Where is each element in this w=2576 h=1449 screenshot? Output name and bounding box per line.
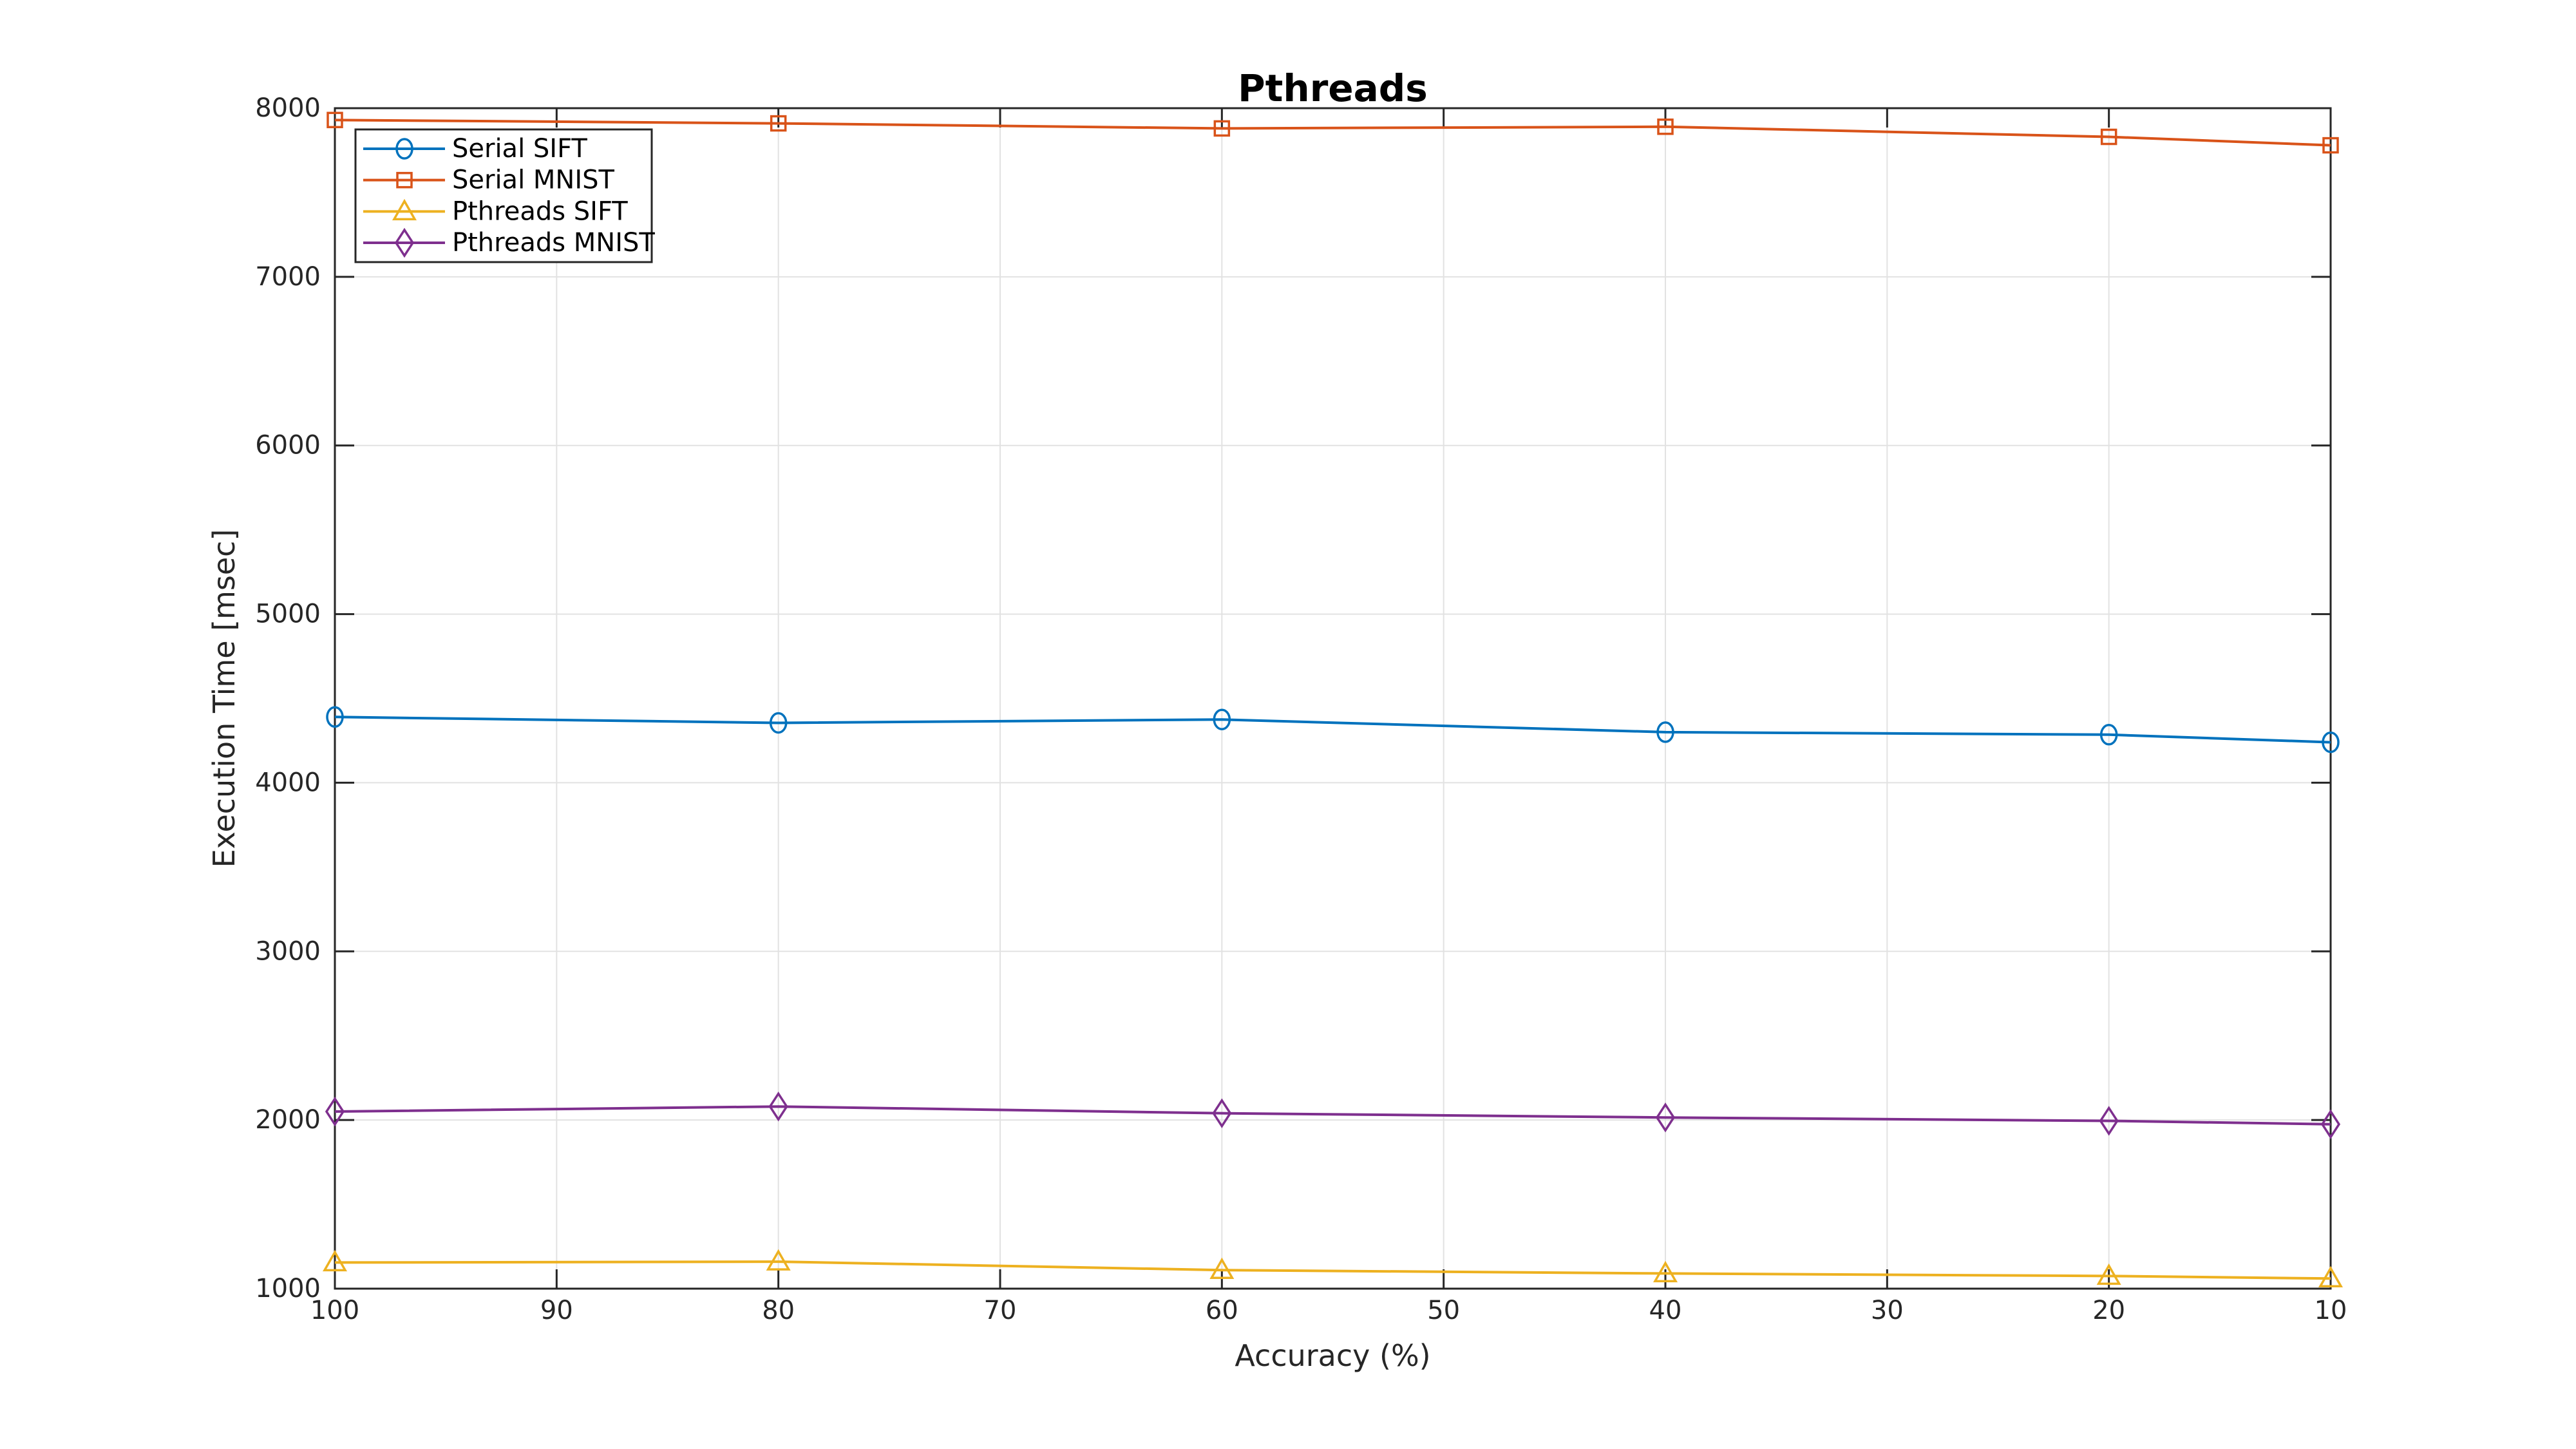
series-pthreads-sift <box>322 1249 2344 1288</box>
axes-box <box>334 107 2332 1290</box>
chart-title: Pthreads <box>1238 66 1428 110</box>
y-tick-label: 3000 <box>255 936 321 966</box>
series-line-serial-mnist <box>334 118 2331 147</box>
series-serial-sift <box>326 706 2340 753</box>
serial-sift-circle-marker <box>1213 708 1231 730</box>
x-tick-label: 60 <box>1206 1296 1238 1325</box>
legend-square-icon <box>396 171 413 189</box>
legend-label: Pthreads SIFT <box>452 196 628 226</box>
pthreads-sift-triangle-marker <box>1653 1260 1678 1283</box>
legend-triangle-icon <box>392 198 417 221</box>
serial-sift-circle-marker <box>326 706 344 728</box>
y-tick-label: 8000 <box>255 93 321 123</box>
y-tick-label: 1000 <box>255 1274 321 1303</box>
series-line-pthreads-sift <box>334 1260 2331 1280</box>
y-tick-label: 6000 <box>255 431 321 460</box>
legend-diamond-icon <box>394 227 415 258</box>
x-tick-label: 10 <box>2315 1296 2347 1325</box>
x-tick-label: 40 <box>1649 1296 1682 1325</box>
x-tick-label: 50 <box>1427 1296 1460 1325</box>
pthreads-sift-triangle-marker <box>2096 1263 2121 1285</box>
series-pthreads-mnist <box>325 1091 2341 1139</box>
serial-mnist-square-marker <box>2322 137 2339 154</box>
series-line-pthreads-mnist <box>334 1105 2331 1126</box>
x-tick-label: 20 <box>2092 1296 2125 1325</box>
pthreads-mnist-diamond-marker <box>1212 1098 1232 1128</box>
pthreads-sift-triangle-marker <box>1209 1257 1235 1279</box>
serial-sift-circle-marker <box>769 712 788 734</box>
pthreads-mnist-diamond-marker <box>2320 1109 2341 1139</box>
series-serial-mnist <box>327 111 2339 154</box>
legend-item-serial-sift: Serial SIFT <box>363 134 587 164</box>
legend-label: Serial SIFT <box>452 134 587 164</box>
legend-circle-icon <box>395 138 413 160</box>
x-tick-label: 90 <box>540 1296 573 1325</box>
pthreads-mnist-diamond-marker <box>2099 1106 2119 1136</box>
x-tick-label: 70 <box>984 1296 1017 1325</box>
legend-label: Pthreads MNIST <box>452 228 655 258</box>
x-axis-label: Accuracy (%) <box>1235 1338 1430 1373</box>
pthreads-sift-triangle-marker <box>766 1249 791 1271</box>
legend-label: Serial MNIST <box>452 166 615 195</box>
series-line-serial-sift <box>334 715 2331 744</box>
y-axis-label: Execution Time [msec] <box>207 529 242 868</box>
serial-mnist-square-marker <box>327 111 343 129</box>
serial-mnist-square-marker <box>1657 118 1674 135</box>
y-tick-label: 7000 <box>255 262 321 292</box>
legend-item-pthreads-mnist: Pthreads MNIST <box>363 227 655 258</box>
y-tick-label: 2000 <box>255 1105 321 1135</box>
legend-item-pthreads-sift: Pthreads SIFT <box>363 196 628 226</box>
serial-sift-circle-marker <box>2099 724 2118 746</box>
serial-mnist-square-marker <box>2100 128 2117 146</box>
y-tick-label: 4000 <box>255 768 321 797</box>
serial-sift-circle-marker <box>1656 721 1674 743</box>
x-tick-label: 100 <box>310 1296 359 1325</box>
x-tick-label: 80 <box>762 1296 795 1325</box>
pthreads-mnist-diamond-marker <box>1655 1103 1676 1133</box>
serial-mnist-square-marker <box>770 115 787 132</box>
y-tick-label: 5000 <box>255 600 321 629</box>
pthreads-sift-triangle-marker <box>2318 1265 2344 1288</box>
legend-item-serial-mnist: Serial MNIST <box>363 166 615 195</box>
pthreads-mnist-diamond-marker <box>768 1091 788 1122</box>
serial-mnist-square-marker <box>1213 120 1231 137</box>
legend-box <box>354 128 653 263</box>
pthreads-sift-triangle-marker <box>322 1249 348 1272</box>
serial-sift-circle-marker <box>2322 731 2340 753</box>
x-tick-label: 30 <box>1871 1296 1904 1325</box>
pthreads-mnist-diamond-marker <box>325 1096 345 1127</box>
